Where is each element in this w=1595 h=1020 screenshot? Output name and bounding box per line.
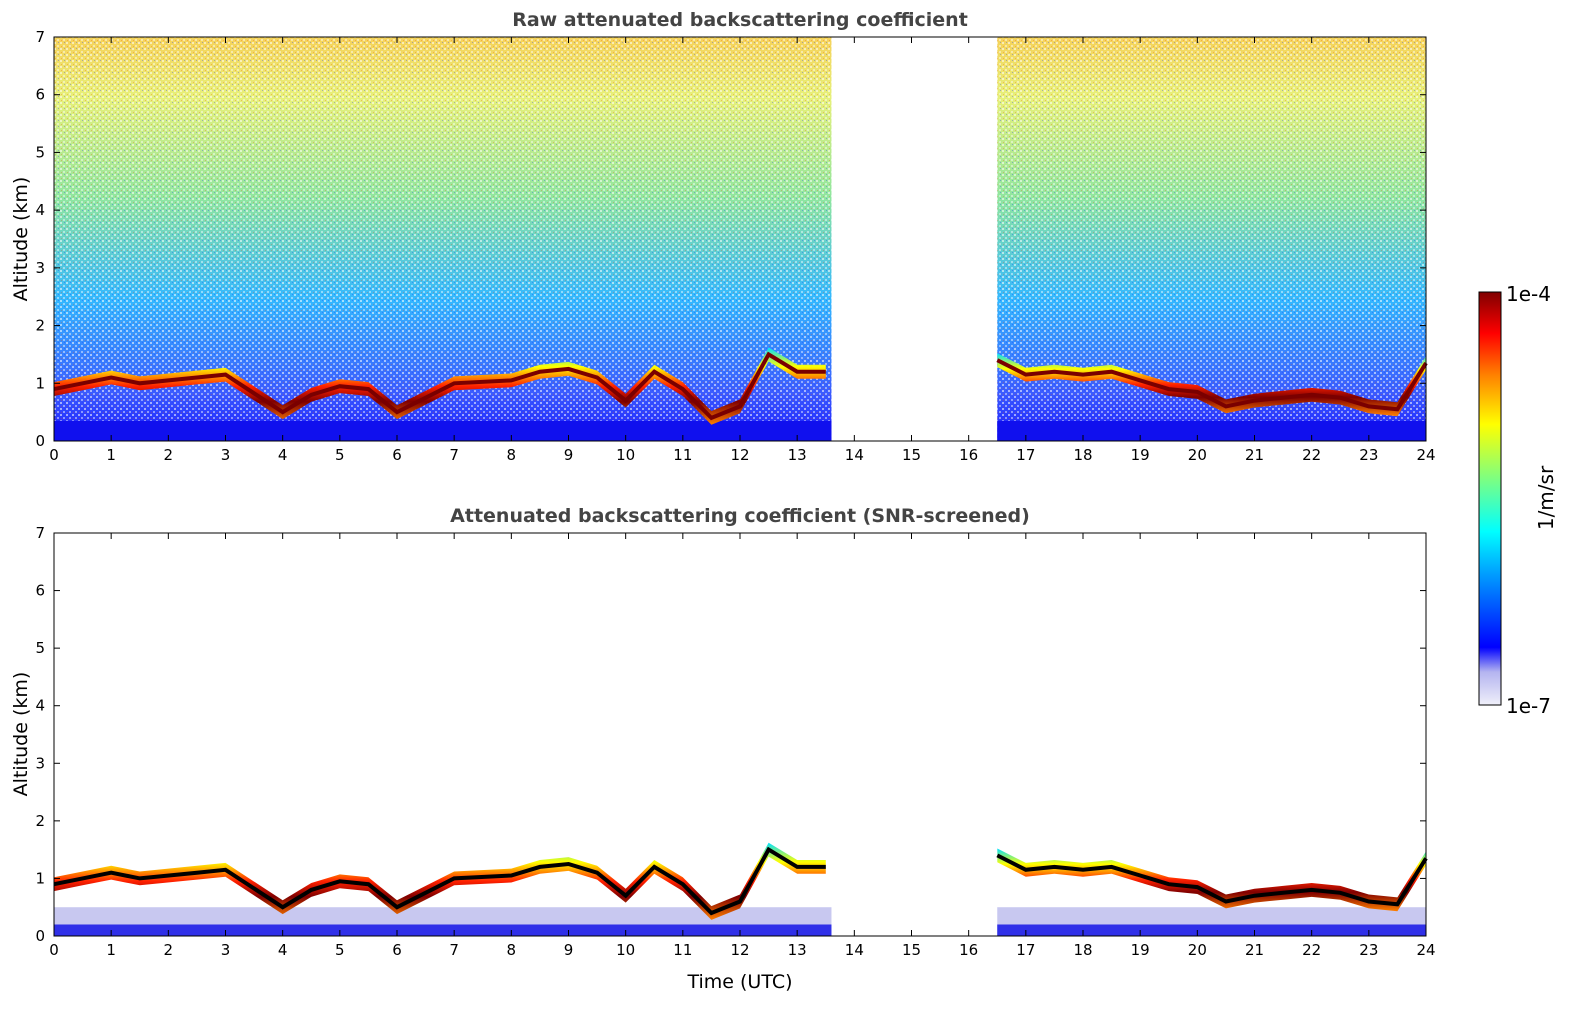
x-tick-label: 21 — [1245, 446, 1264, 464]
cloud-layer-band — [997, 353, 1426, 417]
x-tick-label: 4 — [278, 941, 288, 959]
x-tick-label: 19 — [1131, 446, 1150, 464]
y-tick-label: 2 — [35, 317, 45, 335]
x-tick-label: 0 — [49, 446, 59, 464]
x-tick-label: 14 — [845, 446, 864, 464]
y-tick-label: 3 — [35, 259, 45, 277]
cloud-layer-peak — [53, 846, 826, 916]
x-tick-label: 18 — [1073, 941, 1092, 959]
x-tick-label: 12 — [730, 941, 749, 959]
x-tick-label: 18 — [1073, 446, 1092, 464]
x-tick-label: 14 — [845, 941, 864, 959]
x-tick-label: 6 — [392, 941, 402, 959]
x-tick-label: 13 — [788, 446, 807, 464]
x-tick-label: 3 — [221, 446, 231, 464]
y-tick-label: 0 — [35, 927, 45, 945]
y-tick-label: 0 — [35, 432, 45, 450]
colorbar-unit-label: 1/m/sr — [1534, 465, 1558, 530]
x-tick-label: 13 — [788, 941, 807, 959]
colorbar-gradient — [1478, 291, 1502, 706]
y-axis-label: Altitude (km) — [10, 177, 32, 302]
x-tick-label: 10 — [616, 941, 635, 959]
x-tick-label: 1 — [106, 446, 116, 464]
x-tick-label: 17 — [1016, 941, 1035, 959]
x-tick-label: 22 — [1302, 446, 1321, 464]
x-tick-label: 4 — [278, 446, 288, 464]
x-tick-label: 7 — [449, 941, 459, 959]
x-tick-label: 24 — [1416, 941, 1435, 959]
x-tick-labels: 0 1 2 3 4 5 6 7 8 9 10 11 12 13 14 15 16 17 18 19 20 21 22 23 24 — [49, 37, 1436, 464]
x-tick-label: 0 — [49, 941, 59, 959]
surface-layer — [997, 924, 1426, 936]
x-tick-label: 3 — [221, 941, 231, 959]
cloud-layer-peak — [996, 853, 1428, 907]
panel-title: Attenuated backscattering coefficient (S… — [450, 505, 1030, 527]
y-axis-label: Altitude (km) — [10, 672, 32, 797]
backscatter-speckle — [997, 37, 1426, 441]
x-tick-label: 5 — [335, 941, 345, 959]
x-tick-label: 20 — [1188, 446, 1207, 464]
surface-layer — [997, 420, 1426, 441]
panel-title: Raw attenuated backscattering coefficien… — [512, 9, 968, 31]
x-tick-label: 19 — [1131, 941, 1150, 959]
x-tick-label: 2 — [164, 941, 174, 959]
y-tick-labels: 0 1 2 3 4 5 6 7 — [35, 524, 1426, 945]
x-tick-label: 21 — [1245, 941, 1264, 959]
x-tick-label: 9 — [564, 446, 574, 464]
x-tick-label: 9 — [564, 941, 574, 959]
y-tick-label: 1 — [35, 869, 45, 887]
x-tick-label: 10 — [616, 446, 635, 464]
plot-area — [53, 37, 1428, 441]
x-tick-label: 15 — [902, 941, 921, 959]
surface-layer — [54, 924, 832, 936]
y-tick-label: 7 — [35, 524, 45, 542]
x-tick-label: 24 — [1416, 446, 1435, 464]
plot-frame — [53, 532, 1427, 937]
x-tick-label: 16 — [959, 446, 978, 464]
x-tick-label: 22 — [1302, 941, 1321, 959]
x-tick-label: 7 — [449, 446, 459, 464]
cloud-layer-peak — [53, 351, 826, 421]
y-tick-label: 5 — [35, 143, 45, 161]
x-tick-label: 1 — [106, 941, 116, 959]
cloud-layer-band — [54, 842, 826, 920]
x-tick-label: 5 — [335, 446, 345, 464]
y-tick-label: 3 — [35, 754, 45, 772]
colorbar: 1e-4 1e-7 1/m/sr — [1478, 282, 1558, 718]
y-tick-label: 6 — [35, 86, 45, 104]
y-tick-label: 4 — [35, 201, 45, 219]
y-tick-label: 5 — [35, 639, 45, 657]
plot-area — [53, 842, 1428, 936]
x-tick-label: 23 — [1359, 446, 1378, 464]
y-tick-label: 1 — [35, 374, 45, 392]
x-tick-label: 8 — [507, 941, 517, 959]
x-axis-label: Time (UTC) — [686, 971, 792, 993]
cloud-layer-peak — [996, 358, 1428, 412]
x-tick-labels: 0 1 2 3 4 5 6 7 8 9 10 11 12 13 14 15 16 17 18 19 20 21 22 23 24 — [49, 533, 1436, 959]
raw-backscatter-panel: Raw attenuated backscattering coefficien… — [10, 9, 1436, 464]
x-tick-label: 2 — [164, 446, 174, 464]
y-tick-label: 4 — [35, 697, 45, 715]
x-tick-label: 8 — [507, 446, 517, 464]
y-tick-labels: 0 1 2 3 4 5 6 7 — [35, 28, 1426, 450]
x-tick-label: 16 — [959, 941, 978, 959]
x-tick-label: 23 — [1359, 941, 1378, 959]
colorbar-min-label: 1e-7 — [1506, 694, 1551, 718]
x-tick-label: 12 — [730, 446, 749, 464]
x-tick-label: 17 — [1016, 446, 1035, 464]
x-tick-label: 11 — [673, 446, 692, 464]
screened-backscatter-panel: Attenuated backscattering coefficient (S… — [10, 505, 1436, 993]
x-tick-label: 15 — [902, 446, 921, 464]
y-tick-label: 7 — [35, 28, 45, 46]
y-tick-label: 6 — [35, 582, 45, 600]
colorbar-max-label: 1e-4 — [1506, 282, 1551, 306]
cloud-layer-band — [54, 347, 826, 425]
x-tick-label: 20 — [1188, 941, 1207, 959]
x-tick-label: 6 — [392, 446, 402, 464]
surface-layer — [54, 420, 832, 441]
cloud-layer-band — [997, 848, 1426, 912]
x-tick-label: 11 — [673, 941, 692, 959]
y-tick-label: 2 — [35, 812, 45, 830]
